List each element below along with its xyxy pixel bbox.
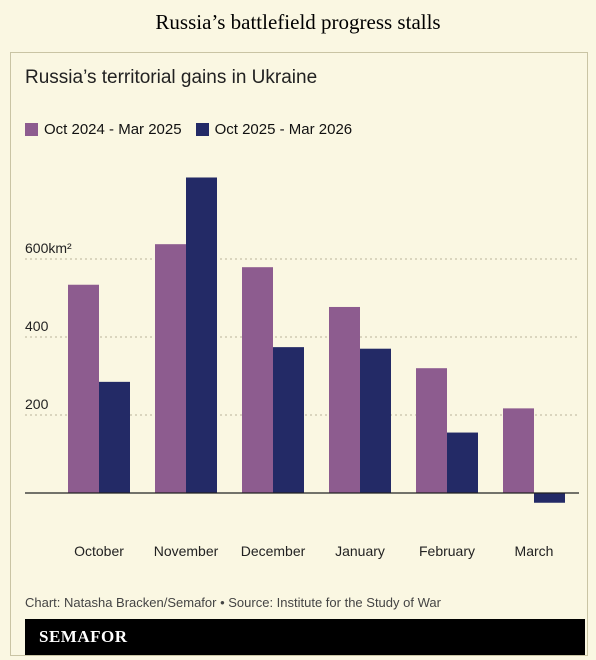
bar-february-series-2 <box>447 432 478 493</box>
bar-october-series-1 <box>68 284 99 493</box>
x-tick-label-january: January <box>335 543 385 559</box>
bar-december-series-2 <box>273 347 304 493</box>
legend-swatch-series-1 <box>25 123 38 136</box>
bar-january-series-2 <box>360 348 391 493</box>
legend-label-series-2: Oct 2025 - Mar 2026 <box>214 121 353 138</box>
legend-item-series-1: Oct 2024 - Mar 2025 <box>25 121 182 138</box>
chart-title: Russia’s territorial gains in Ukraine <box>25 67 318 88</box>
bar-march-series-2 <box>534 493 565 503</box>
brand-logo: SEMAFOR <box>39 627 128 646</box>
y-tick-label-600: 600km² <box>25 240 72 256</box>
y-tick-label-200: 200 <box>25 396 49 412</box>
bar-march-series-1 <box>503 408 534 493</box>
page-headline: Russia’s battlefield progress stalls <box>155 10 441 34</box>
chart-legend: Oct 2024 - Mar 2025 Oct 2025 - Mar 2026 <box>25 121 352 138</box>
chart-card: Russia’s territorial gains in Ukraine Oc… <box>10 52 588 656</box>
x-tick-label-november: November <box>154 543 219 559</box>
legend-item-series-2: Oct 2025 - Mar 2026 <box>195 121 353 138</box>
x-tick-label-march: March <box>515 543 554 559</box>
x-tick-label-december: December <box>241 543 306 559</box>
legend-label-series-1: Oct 2024 - Mar 2025 <box>44 121 182 138</box>
bar-december-series-1 <box>242 267 273 493</box>
bar-january-series-1 <box>329 306 360 493</box>
bar-february-series-1 <box>416 368 447 493</box>
legend-swatch-series-2 <box>195 123 209 136</box>
footer-bar: SEMAFOR <box>25 619 585 655</box>
bar-october-series-2 <box>99 381 130 493</box>
y-tick-label-400: 400 <box>25 318 49 334</box>
bar-november-series-2 <box>186 177 217 493</box>
x-tick-label-february: February <box>419 543 475 559</box>
bar-chart: 200 400 600km² October November December Janua… <box>25 177 579 559</box>
source-credit: Chart: Natasha Bracken/Semafor • Source:… <box>25 595 441 610</box>
bar-november-series-1 <box>155 244 186 493</box>
x-tick-label-october: October <box>74 543 124 559</box>
